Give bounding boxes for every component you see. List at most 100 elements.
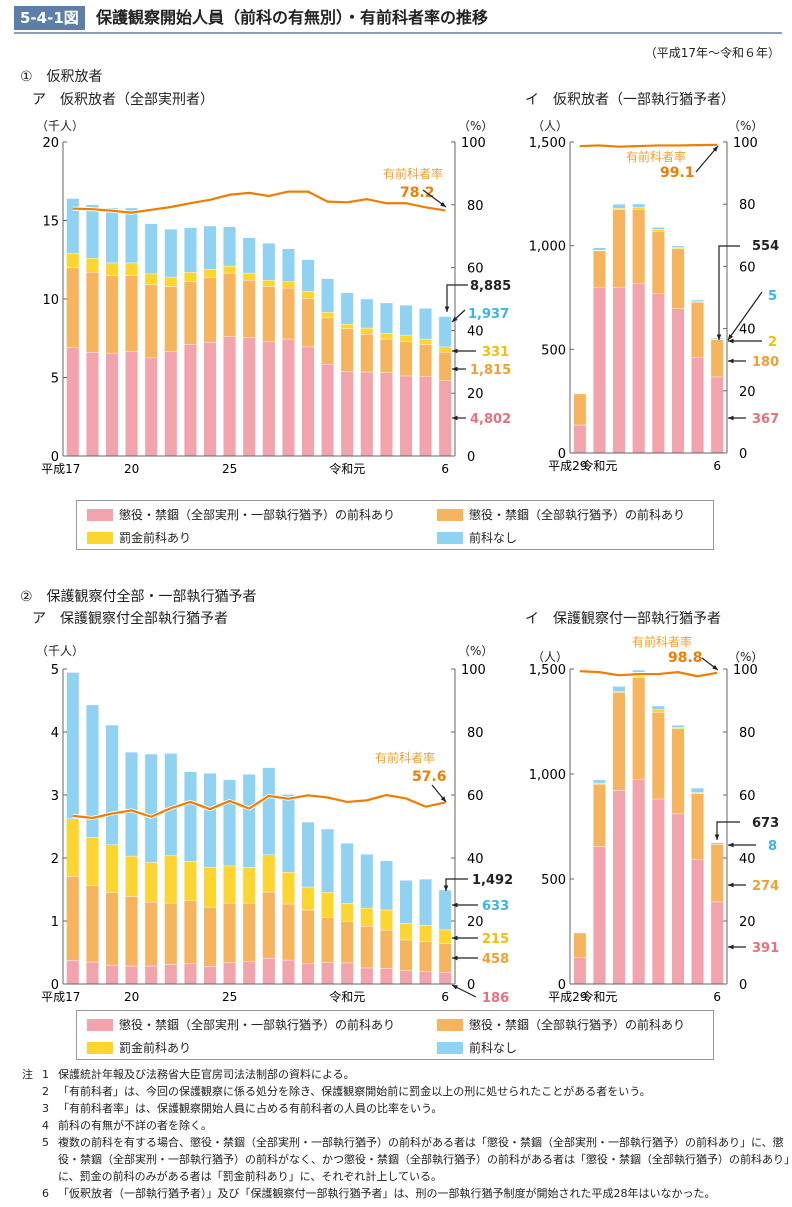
bar-1b-seg0-3 xyxy=(632,283,646,454)
chart-2b-arrow-total xyxy=(716,821,740,840)
bar-2b-seg3-5 xyxy=(671,725,685,728)
bar-2a-seg3-0 xyxy=(66,672,80,819)
chart-1a-xtick-label: 20 xyxy=(124,462,139,476)
bar-2a-seg0-3 xyxy=(125,965,139,985)
bar-2a-seg1-17 xyxy=(399,939,413,971)
bar-1a-seg3-0 xyxy=(66,198,80,254)
chart-2a-ylabel: （千人） xyxy=(36,644,85,658)
bar-1b-seg0-4 xyxy=(651,293,665,454)
period-label: （平成17年～令和６年） xyxy=(644,46,780,60)
chart-1b-label-blue: 5 xyxy=(768,289,777,304)
bar-1a-seg0-5 xyxy=(164,351,178,457)
bar-1a-seg2-4 xyxy=(144,273,158,286)
bar-2a-seg0-2 xyxy=(105,964,119,985)
bar-1a-seg0-12 xyxy=(301,346,315,457)
bar-2a-seg1-19 xyxy=(438,943,452,973)
chart-2a-y2tick-label: 80 xyxy=(467,726,484,741)
bar-1a-seg1-1 xyxy=(85,272,99,353)
bar-1a-seg0-4 xyxy=(144,357,158,457)
bar-2b-seg1-1 xyxy=(592,783,606,847)
chart-1a-label-total: 8,885 xyxy=(470,279,511,294)
bar-1a-seg3-15 xyxy=(360,298,374,329)
chart-1b-y2tick-label: 80 xyxy=(739,198,756,213)
bar-1a-seg3-7 xyxy=(203,225,217,270)
bar-2a-seg1-4 xyxy=(144,901,158,967)
chart-1a-y2tick-label: 20 xyxy=(467,387,484,402)
bar-2b-seg1-5 xyxy=(671,728,685,815)
bar-1b-seg3-6 xyxy=(691,299,705,302)
chart-2a-ytick-label: 0 xyxy=(51,978,59,993)
chart-2a-y2tick-label: 20 xyxy=(467,915,484,930)
chart-1b-ytick-label: 1,500 xyxy=(529,136,566,151)
chart-2a-y2tick-label: 0 xyxy=(467,978,475,993)
bar-1a-seg1-10 xyxy=(262,286,276,342)
bar-2a-seg3-15 xyxy=(360,854,374,909)
bar-1a-seg3-16 xyxy=(379,302,393,334)
bar-1a-seg0-19 xyxy=(438,380,452,457)
bar-1a-seg0-11 xyxy=(281,338,295,457)
bar-1a-seg2-5 xyxy=(164,276,178,287)
section1-title: ① 仮釈放者 xyxy=(20,69,103,85)
bar-1b-seg0-0 xyxy=(573,424,587,454)
bar-1a-seg3-5 xyxy=(164,228,178,278)
bar-2a-seg0-15 xyxy=(360,967,374,985)
bar-1b-seg1-5 xyxy=(671,248,685,309)
bar-1b-seg2-3 xyxy=(632,206,646,210)
legend-swatch xyxy=(437,1018,463,1031)
bar-1b-seg0-1 xyxy=(592,286,606,454)
chart-2b-y2tick-label: 100 xyxy=(733,663,758,678)
bar-2a-seg2-13 xyxy=(321,892,335,918)
bar-2a-seg0-19 xyxy=(438,972,452,985)
bar-1a-seg3-14 xyxy=(340,292,354,325)
legend-item-blue: 前科なし xyxy=(437,1039,517,1056)
chart-1b-xtick-label: 平成29 xyxy=(548,459,587,473)
bar-1a-seg1-0 xyxy=(66,267,80,348)
bar-2a-seg3-2 xyxy=(105,724,119,845)
bar-1b-seg1-3 xyxy=(632,208,646,285)
bar-1a-seg1-2 xyxy=(105,275,119,354)
bar-2a-seg2-19 xyxy=(438,929,452,944)
chart-2b-label-pink: 391 xyxy=(752,941,779,956)
note-number: 3 xyxy=(42,1102,49,1115)
bar-2a-seg0-16 xyxy=(379,968,393,985)
chart-1b-arrow-blue xyxy=(727,291,763,341)
chart-2a-arrow-orange-head xyxy=(452,955,458,961)
bar-1a-seg0-18 xyxy=(419,376,433,457)
bar-1a-seg0-7 xyxy=(203,341,217,457)
bar-1b-seg0-6 xyxy=(691,357,705,454)
bar-1a-seg2-19 xyxy=(438,346,452,353)
chart-1a-arrow-total-head xyxy=(444,306,450,312)
chart-2a-y2tick-label: 60 xyxy=(467,789,484,804)
bar-1b-seg1-1 xyxy=(592,250,606,288)
bar-1a-seg3-3 xyxy=(125,207,139,264)
bar-2a-seg0-14 xyxy=(340,962,354,985)
bar-1a-seg0-14 xyxy=(340,371,354,457)
bar-1b-seg2-4 xyxy=(651,229,665,232)
chart-1b-arrow-total-head xyxy=(716,334,722,340)
bar-1a-seg1-11 xyxy=(281,287,295,340)
bar-1a-seg2-12 xyxy=(301,290,315,299)
chart-2b-ytick-label: 500 xyxy=(541,873,566,888)
chart-2a-arrow-yellow-head xyxy=(452,935,458,941)
chart-2a-xtick-label: 平成17 xyxy=(41,990,80,1004)
legend-label: 前科なし xyxy=(469,1041,518,1055)
chart-1a-y2label: （%） xyxy=(458,119,494,133)
bar-2b-seg3-2 xyxy=(612,686,626,692)
bar-1a-seg2-1 xyxy=(85,257,99,273)
chart-2a-ytick-label: 4 xyxy=(51,726,59,741)
chart-2b-xtick-label: 平成29 xyxy=(548,990,587,1004)
bar-2a-seg0-9 xyxy=(242,961,256,985)
legend-swatch xyxy=(87,1041,113,1054)
chart-1a-arrow-total xyxy=(446,284,468,312)
bar-1a-seg0-9 xyxy=(242,337,256,457)
bar-2b-seg1-6 xyxy=(691,793,705,860)
bar-1a-seg0-8 xyxy=(223,336,237,457)
bar-2a-seg2-6 xyxy=(183,861,197,902)
bar-1a-seg3-2 xyxy=(105,207,119,264)
chart-1a-y2tick-label: 80 xyxy=(467,199,484,214)
figure-number-badge: 5-4-1図 xyxy=(14,6,85,30)
bar-1a-seg1-17 xyxy=(399,341,413,377)
chart-1b-y2tick-label: 0 xyxy=(739,447,747,462)
bar-1a-seg3-19 xyxy=(438,316,452,348)
bar-1a-seg1-8 xyxy=(223,272,237,337)
